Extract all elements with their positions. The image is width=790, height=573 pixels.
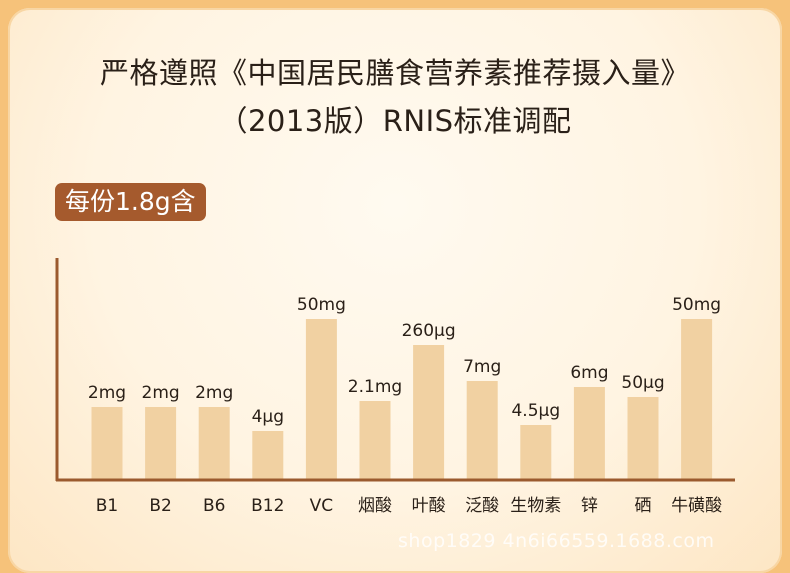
- x-tick-label: B6: [203, 496, 225, 516]
- bar-2: [145, 407, 177, 479]
- bar-value-label: 50mg: [672, 295, 721, 315]
- bar-3: [198, 407, 230, 479]
- bar-1: [91, 407, 123, 479]
- bar-6: [359, 401, 391, 479]
- bar-value-label: 2mg: [142, 383, 180, 403]
- serving-badge: 每份1.8g含: [55, 183, 206, 221]
- watermark-text: shop1829 4n6i66559.1688.com: [398, 530, 715, 552]
- bar-value-label: 6mg: [570, 363, 608, 383]
- bar-7: [413, 345, 445, 479]
- x-tick-label: 硒: [635, 496, 652, 516]
- x-tick-label: B12: [251, 496, 284, 516]
- x-tick-label: 锌: [581, 496, 598, 516]
- bar-value-label: 50mg: [297, 295, 346, 315]
- bar-12: [681, 319, 713, 479]
- bar-value-label: 4μg: [252, 407, 284, 427]
- bar-value-label: 7mg: [463, 357, 501, 377]
- x-tick-label: 叶酸: [412, 496, 446, 516]
- x-tick-label: 牛磺酸: [671, 496, 722, 516]
- bar-value-label: 260μg: [402, 321, 456, 341]
- bar-10: [573, 387, 605, 479]
- x-tick-label: 生物素: [510, 496, 561, 516]
- bar-5: [305, 319, 337, 479]
- bar-8: [466, 381, 498, 479]
- page-subtitle: （2013版）RNIS标准调配: [218, 104, 572, 138]
- bar-value-label: 2mg: [195, 383, 233, 403]
- bar-11: [627, 397, 659, 479]
- bar-value-label: 50μg: [621, 373, 664, 393]
- bar-9: [520, 425, 552, 479]
- bar-value-label: 4.5μg: [511, 401, 560, 421]
- x-tick-label: B2: [149, 496, 171, 516]
- x-tick-label: B1: [96, 496, 118, 516]
- x-tick-label: 泛酸: [465, 496, 499, 516]
- x-tick-label: VC: [310, 496, 334, 516]
- x-tick-label: 烟酸: [358, 496, 392, 516]
- bar-value-label: 2.1mg: [348, 377, 402, 397]
- page-title: 严格遵照《中国居民膳食营养素推荐摄入量》: [99, 56, 690, 90]
- bars-layer: 2mg B1 2mg B2 2mg B6 4μg B12 50mg VC 2.1mg 烟酸 260μg 叶…: [88, 295, 722, 516]
- bar-value-label: 2mg: [88, 383, 126, 403]
- bar-4: [252, 431, 284, 479]
